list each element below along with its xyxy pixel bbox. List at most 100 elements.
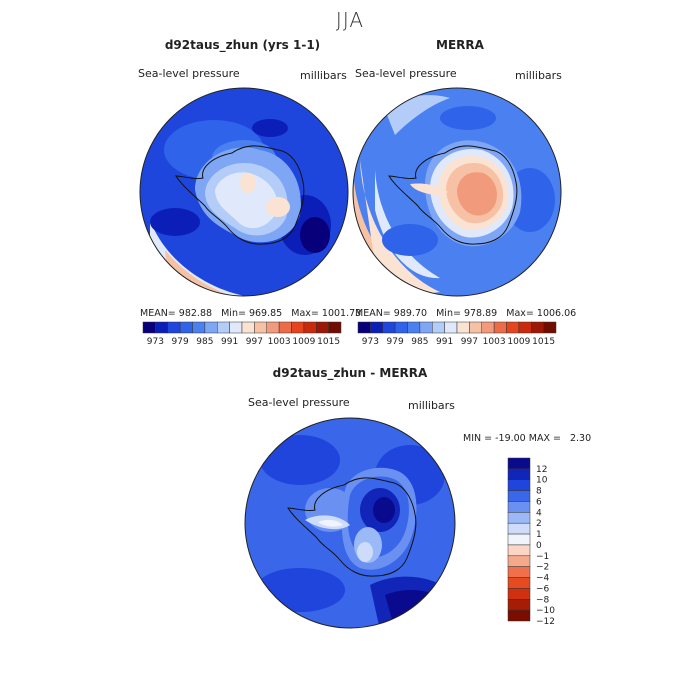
obs-colorbar-tick-label: 979 [387,337,404,347]
model-colorbar-swatch [328,321,342,334]
diff-colorbar-tick-label: 12 [536,465,547,475]
diff-colorbar-tick-label: −6 [536,584,550,594]
obs-colorbar-swatch [407,321,421,334]
obs-colorbar-swatch [531,321,544,334]
diff-colorbar-tick-label: −4 [536,574,550,584]
diff-colorbar-swatch [507,609,531,622]
diff-colorbar-swatch [507,490,531,502]
model-colorbar-swatch [291,321,305,334]
model-colorbar-swatch [155,321,168,334]
diff-colorbar-tick-label: 4 [536,508,542,518]
diff-colorbar-tick-label: −10 [536,606,555,616]
model-colorbar-tick-label: 1009 [292,337,315,347]
model-colorbar-tick-label: 1015 [317,337,340,347]
diff-colorbar-swatch [507,544,531,557]
obs-colorbar-swatch [481,321,495,334]
model-colorbar-tick-label: 997 [246,337,263,347]
model-units-label: millibars [300,69,347,82]
diff-colorbar-swatch [507,457,531,470]
obs-variable-label: Sea-level pressure [355,67,457,80]
obs-colorbar-swatch [493,321,507,334]
model-colorbar-swatch [278,321,292,334]
diff-colorbar-swatch [507,479,531,491]
diff-colorbar-tick-label: 8 [536,487,542,497]
model-colorbar-tick-label: 1003 [268,337,291,347]
obs-colorbar-tick-label: 1015 [532,337,555,347]
diff-colorbar-swatch [507,588,531,600]
diff-variable-label: Sea-level pressure [248,396,350,409]
diff-colorbar-swatch [507,522,531,535]
figure-season-title: JJA [335,8,365,32]
model-colorbar-swatch [142,321,156,334]
model-colorbar-tick-label: 979 [172,337,189,347]
obs-colorbar-swatch [382,321,396,334]
obs-colorbar-tick-label: 997 [461,337,478,347]
model-variable-label: Sea-level pressure [138,67,240,80]
diff-colorbar-swatch [507,577,531,589]
model-colorbar-swatch [179,321,193,334]
diff-colorbar-tick-label: 0 [536,541,542,551]
obs-colorbar-swatch [419,321,433,334]
diff-colorbar-tick-label: −1 [536,552,549,562]
diff-colorbar-swatch [507,533,531,546]
obs-map-boundary [352,87,562,297]
diff-units-label: millibars [408,399,455,412]
obs-colorbar-swatch [518,321,532,334]
obs-colorbar-tick-label: 973 [362,337,379,347]
diff-stats: MIN = -19.00 MAX = 2.30 [463,433,592,444]
diff-colorbar-swatch [507,501,531,513]
model-colorbar-swatch [217,321,230,334]
model-colorbar-swatch [167,321,181,334]
obs-colorbar: 973 979 985 991 997 1003 1009 1015 [357,321,557,347]
diff-colorbar-tick-label: 1 [536,530,542,540]
diff-colorbar-swatch [507,566,531,578]
diff-panel-title: d92taus_zhun - MERRA [272,366,428,380]
obs-colorbar-swatch [432,321,445,334]
model-colorbar-swatch [241,321,255,334]
obs-colorbar-swatch [456,321,470,334]
model-stats: MEAN= 982.88 Min= 969.85 Max= 1001.73 [140,308,362,319]
model-colorbar-swatch [303,321,317,334]
model-colorbar-tick-label: 973 [147,337,164,347]
model-antarctica-coastline [175,145,305,245]
diff-colorbar-tick-label: 6 [536,497,542,507]
obs-colorbar-swatch [543,321,557,334]
model-colorbar: 973 979 985 991 997 1003 1009 1015 [142,321,342,347]
model-colorbar-swatch [316,321,329,334]
diff-colorbar-tick-label: −12 [536,617,555,627]
model-colorbar-swatch [254,321,267,334]
obs-colorbar-tick-label: 1003 [483,337,506,347]
diff-colorbar-tick-label: 10 [536,476,548,486]
obs-colorbar-tick-label: 985 [411,337,428,347]
obs-colorbar-swatch [370,321,383,334]
diff-colorbar-swatch [507,599,531,611]
model-colorbar-swatch [192,321,206,334]
obs-colorbar-swatch [506,321,520,334]
model-colorbar-swatch [204,321,218,334]
model-colorbar-swatch [229,321,243,334]
model-colorbar-swatch [266,321,280,334]
obs-colorbar-swatch [357,321,371,334]
model-colorbar-tick-label: 985 [196,337,213,347]
obs-panel-title: MERRA [436,38,484,52]
obs-colorbar-tick-label: 991 [436,337,453,347]
diff-colorbar-swatch [507,555,531,567]
diff-colorbar-tick-label: −2 [536,563,549,573]
obs-slp-map [352,87,562,297]
obs-colorbar-tick-label: 1009 [507,337,530,347]
diff-slp-map [244,417,456,629]
obs-colorbar-swatch [469,321,482,334]
obs-stats: MEAN= 989.70 Min= 978.89 Max= 1006.06 [355,308,577,319]
diff-colorbar-tick-label: −8 [536,595,550,605]
diff-antarctica-coastline [287,477,417,577]
diff-colorbar-swatch [507,468,531,480]
model-map-boundary [139,87,349,297]
diff-colorbar-swatch [507,512,531,524]
obs-colorbar-swatch [444,321,458,334]
model-colorbar-tick-label: 991 [221,337,238,347]
model-slp-map [139,87,349,297]
obs-colorbar-swatch [394,321,408,334]
diff-colorbar-tick-label: 2 [536,519,542,529]
obs-antarctica-coastline [388,145,518,245]
